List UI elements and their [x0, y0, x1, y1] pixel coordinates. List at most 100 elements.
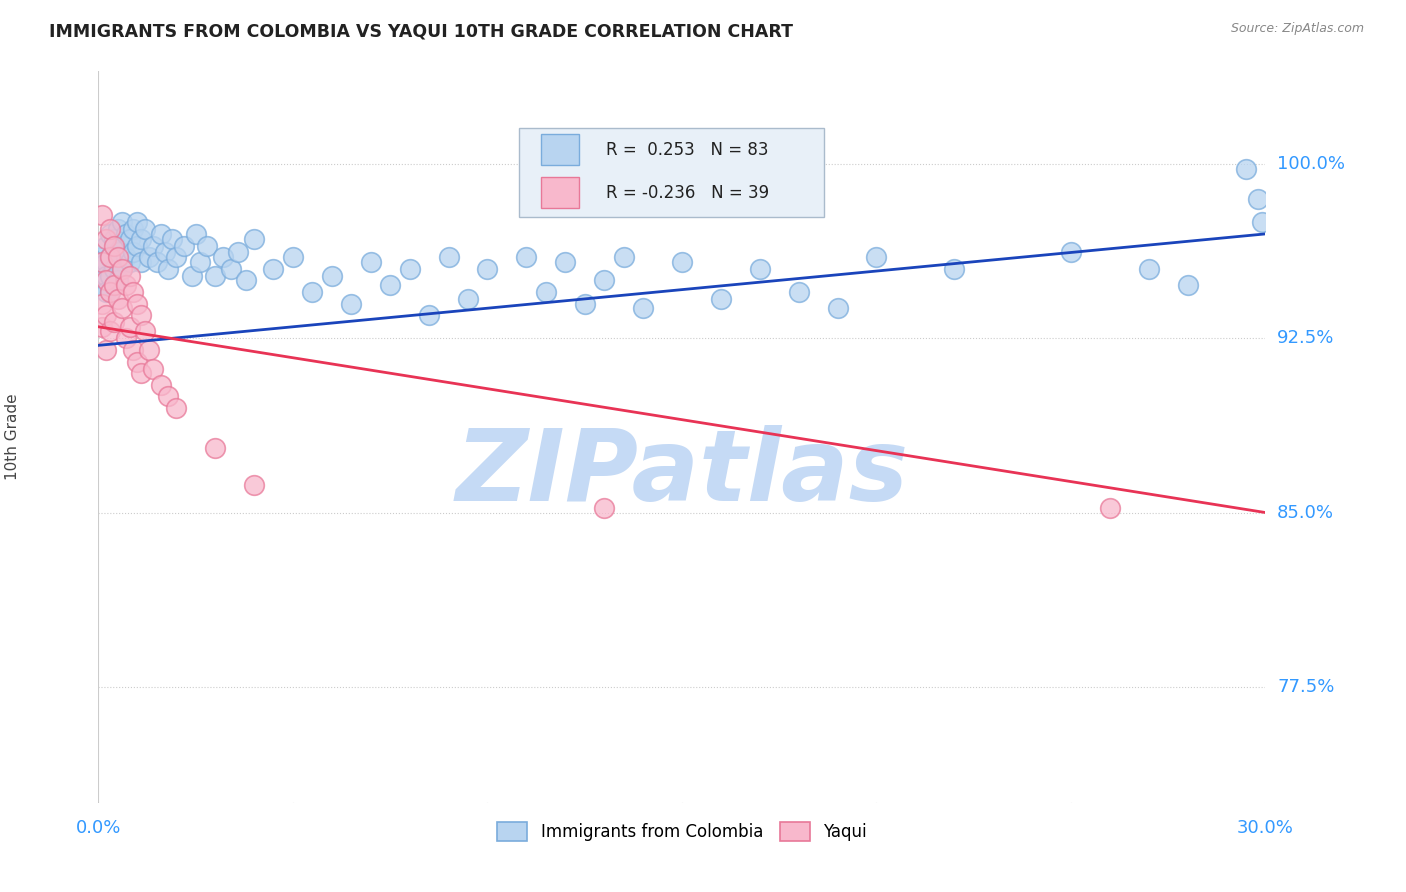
Point	[153, 245, 176, 260]
Point	[118, 319, 141, 334]
Point	[114, 277, 136, 292]
Point	[118, 231, 141, 245]
Text: 30.0%: 30.0%	[1237, 819, 1294, 837]
Point	[340, 296, 363, 310]
Point	[165, 250, 187, 264]
Text: IMMIGRANTS FROM COLOMBIA VS YAQUI 10TH GRADE CORRELATION CHART: IMMIGRANTS FROM COLOMBIA VS YAQUI 10TH G…	[49, 22, 793, 40]
Point	[173, 238, 195, 252]
Point	[96, 268, 118, 283]
Point	[96, 238, 118, 252]
Point	[243, 231, 266, 245]
Point	[107, 292, 129, 306]
Point	[103, 261, 125, 276]
Point	[129, 254, 152, 268]
Point	[138, 343, 160, 357]
Point	[262, 261, 284, 276]
Point	[96, 308, 118, 322]
Point	[111, 215, 134, 229]
Point	[1250, 215, 1272, 229]
Point	[180, 268, 202, 283]
Point	[98, 222, 121, 236]
Point	[142, 238, 165, 252]
Point	[91, 261, 114, 276]
Point	[122, 222, 145, 236]
Point	[146, 254, 169, 268]
Point	[477, 261, 499, 276]
Point	[127, 238, 149, 252]
Point	[418, 308, 440, 322]
Point	[103, 238, 125, 252]
Point	[138, 250, 160, 264]
Point	[96, 285, 118, 299]
Text: ZIPatlas: ZIPatlas	[456, 425, 908, 522]
Point	[98, 285, 121, 299]
Point	[114, 250, 136, 264]
Point	[360, 254, 382, 268]
Point	[111, 261, 134, 276]
Point	[534, 285, 557, 299]
Point	[710, 292, 733, 306]
Text: 0.0%: 0.0%	[76, 819, 121, 837]
Point	[321, 268, 343, 283]
Point	[91, 273, 114, 287]
Point	[195, 238, 218, 252]
Point	[437, 250, 460, 264]
Point	[91, 254, 114, 268]
Point	[114, 331, 136, 345]
Point	[157, 261, 180, 276]
Point	[103, 277, 125, 292]
Point	[91, 208, 114, 222]
Point	[98, 325, 121, 339]
Point	[118, 268, 141, 283]
Point	[281, 250, 304, 264]
Point	[613, 250, 636, 264]
Point	[122, 285, 145, 299]
Point	[165, 401, 187, 415]
Point	[398, 261, 420, 276]
Point	[98, 250, 121, 264]
Point	[515, 250, 537, 264]
Text: 92.5%: 92.5%	[1277, 329, 1334, 347]
Point	[114, 227, 136, 241]
Point	[103, 277, 125, 292]
Point	[149, 377, 172, 392]
Point	[96, 273, 118, 287]
Point	[593, 273, 616, 287]
Point	[554, 254, 576, 268]
Point	[111, 238, 134, 252]
Point	[149, 227, 172, 241]
Text: R = -0.236   N = 39: R = -0.236 N = 39	[606, 184, 769, 202]
Point	[96, 231, 118, 245]
Point	[98, 285, 121, 299]
Point	[98, 268, 121, 283]
Text: R =  0.253   N = 83: R = 0.253 N = 83	[606, 141, 769, 159]
Point	[865, 250, 887, 264]
Point	[827, 301, 849, 316]
Point	[457, 292, 479, 306]
Point	[212, 250, 235, 264]
Point	[787, 285, 810, 299]
Point	[162, 231, 184, 245]
Point	[134, 222, 156, 236]
Point	[129, 231, 152, 245]
Text: 10th Grade: 10th Grade	[6, 393, 20, 481]
Point	[184, 227, 207, 241]
Point	[219, 261, 242, 276]
Point	[122, 343, 145, 357]
Point	[228, 245, 250, 260]
Point	[204, 441, 226, 455]
Point	[631, 301, 654, 316]
Point	[96, 254, 118, 268]
Point	[157, 389, 180, 403]
Point	[574, 296, 596, 310]
Text: 77.5%: 77.5%	[1277, 678, 1334, 696]
Point	[748, 261, 770, 276]
Point	[188, 254, 211, 268]
Point	[1234, 161, 1257, 176]
Point	[593, 500, 616, 515]
Point	[129, 308, 152, 322]
Point	[91, 277, 114, 292]
Point	[103, 231, 125, 245]
Text: 85.0%: 85.0%	[1277, 504, 1334, 522]
Point	[91, 250, 114, 264]
